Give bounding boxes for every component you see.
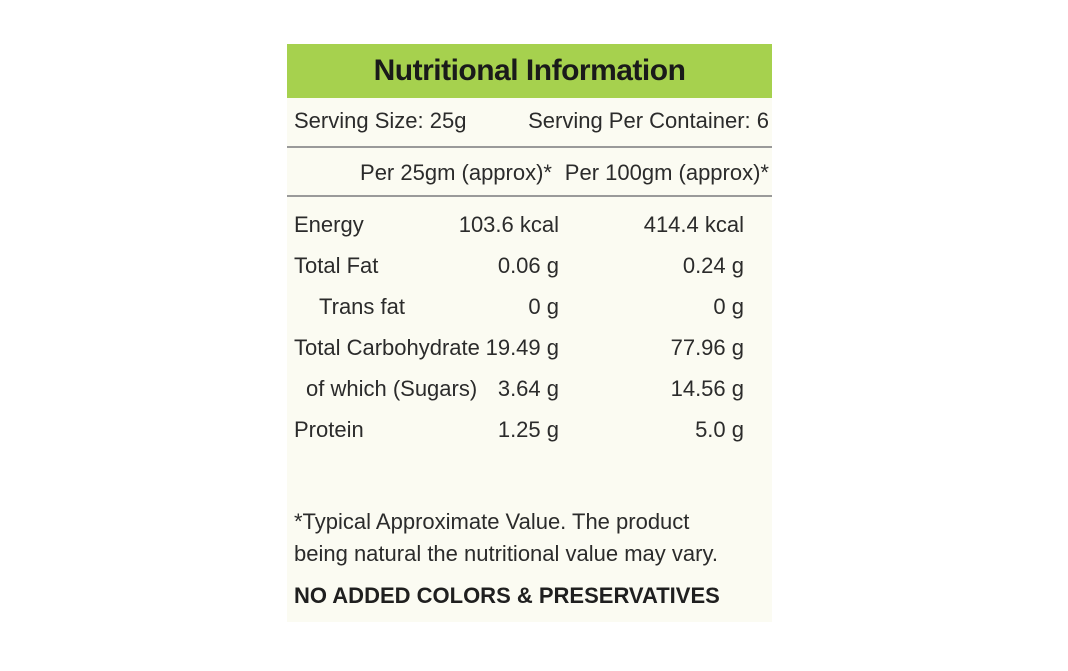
nutrition-label: Nutritional Information Serving Size: 25… (287, 44, 772, 622)
footnote-line: *Typical Approximate Value. The product (294, 509, 690, 534)
nutrient-row: Trans fat 0 g 0 g (287, 294, 772, 335)
nutrient-row: of which (Sugars) 3.64 g 14.56 g (287, 376, 772, 417)
nutrient-per-100g: 5.0 g (695, 417, 744, 442)
nutrient-per-100g: 414.4 kcal (643, 212, 744, 237)
column-header-per-serving: Per 25gm (approx)* (360, 160, 552, 185)
nutrient-table: Energy 103.6 kcal 414.4 kcal Total Fat 0… (287, 212, 772, 458)
label-header: Nutritional Information (287, 44, 772, 98)
column-header-per-100g: Per 100gm (approx)* (564, 160, 769, 185)
label-title: Nutritional Information (373, 54, 686, 87)
servings-per-container: Serving Per Container: 6 (528, 108, 769, 133)
nutrient-per-100g: 0 g (713, 294, 744, 319)
nutrient-per-serving: 103.6 kcal (458, 212, 559, 237)
nutrient-row: Total Carbohydrate 19.49 g 77.96 g (287, 335, 772, 376)
divider (287, 195, 772, 197)
nutrient-per-serving: 0 g (528, 294, 559, 319)
nutrient-per-100g: 0.24 g (682, 253, 744, 278)
no-additives-notice: NO ADDED COLORS & PRESERVATIVES (294, 583, 720, 608)
serving-size: Serving Size: 25g (294, 108, 467, 133)
nutrient-per-serving: 1.25 g (497, 417, 559, 442)
nutrient-per-100g: 77.96 g (670, 335, 744, 360)
nutrient-per-serving: 0.06 g (497, 253, 559, 278)
footnote: *Typical Approximate Value. The product … (294, 506, 764, 570)
nutrient-row: Total Fat 0.06 g 0.24 g (287, 253, 772, 294)
nutrient-per-100g: 14.56 g (670, 376, 744, 401)
divider (287, 146, 772, 148)
nutrient-name: Total Carbohydrate (294, 335, 480, 360)
footnote-line: being natural the nutritional value may … (294, 541, 718, 566)
serving-info: Serving Size: 25g Serving Per Container:… (287, 98, 772, 146)
nutrient-row: Protein 1.25 g 5.0 g (287, 417, 772, 458)
nutrient-name: Energy (294, 212, 364, 237)
nutrient-name: of which (Sugars) (306, 376, 478, 401)
nutrient-row: Energy 103.6 kcal 414.4 kcal (287, 212, 772, 253)
nutrient-name: Trans fat (319, 294, 405, 319)
nutrient-per-serving: 3.64 g (497, 376, 559, 401)
nutrient-name: Protein (294, 417, 364, 442)
nutrient-per-serving: 19.49 g (485, 335, 559, 360)
nutrient-name: Total Fat (294, 253, 379, 278)
